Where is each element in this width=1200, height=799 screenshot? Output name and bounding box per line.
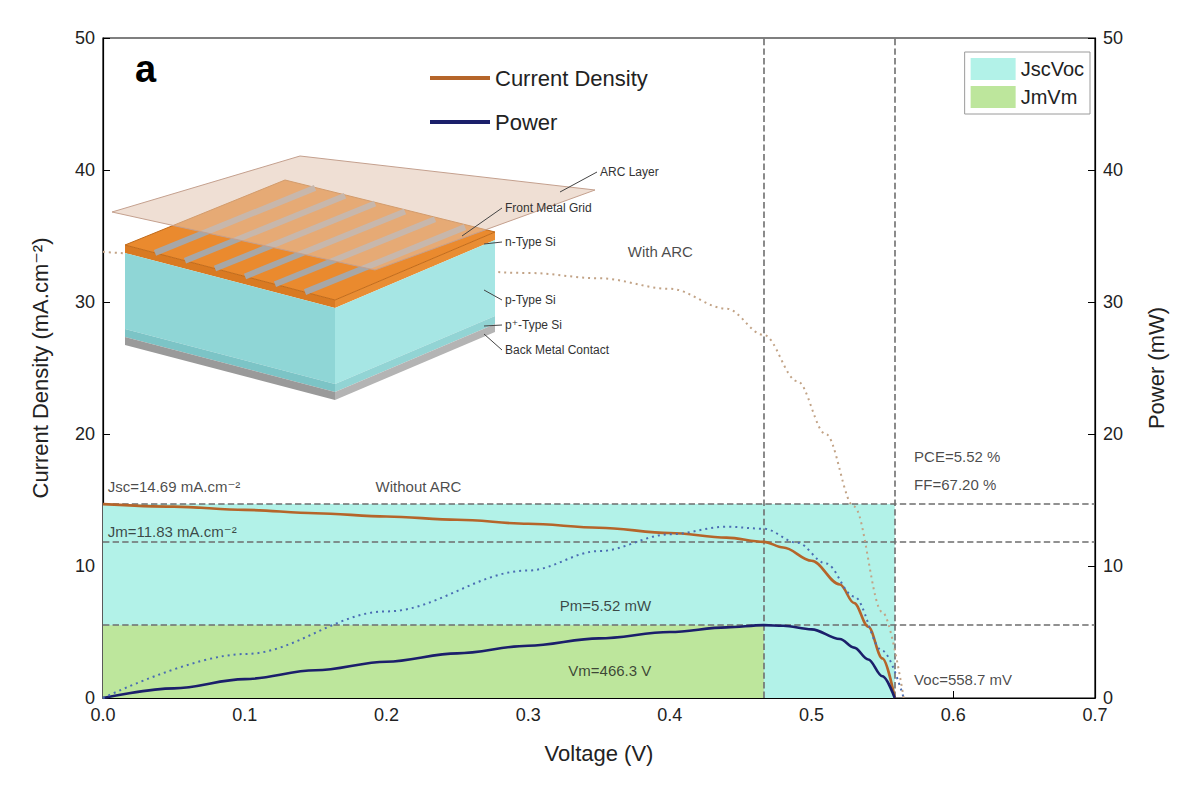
svg-text:20: 20 <box>1103 424 1123 444</box>
svg-text:FF=67.20 %: FF=67.20 % <box>914 476 996 493</box>
svg-text:Jsc=14.69 mA.cm⁻²: Jsc=14.69 mA.cm⁻² <box>108 478 241 495</box>
svg-text:Front Metal Grid: Front Metal Grid <box>505 201 592 215</box>
svg-text:0: 0 <box>1103 688 1113 708</box>
svg-text:30: 30 <box>1103 292 1123 312</box>
svg-text:40: 40 <box>75 160 95 180</box>
svg-text:50: 50 <box>75 28 95 48</box>
svg-text:With ARC: With ARC <box>628 243 693 260</box>
svg-text:ARC Layer: ARC Layer <box>600 165 659 179</box>
svg-text:Voltage (V): Voltage (V) <box>545 741 654 766</box>
svg-text:20: 20 <box>75 424 95 444</box>
svg-text:0.2: 0.2 <box>374 705 399 725</box>
svg-text:Back Metal Contact: Back Metal Contact <box>505 343 610 357</box>
svg-text:JscVoc: JscVoc <box>1021 58 1084 80</box>
svg-text:0.3: 0.3 <box>516 705 541 725</box>
svg-text:Jm=11.83 mA.cm⁻²: Jm=11.83 mA.cm⁻² <box>108 523 237 540</box>
svg-text:JmVm: JmVm <box>1021 86 1078 108</box>
svg-text:Power: Power <box>495 110 557 135</box>
svg-text:Current Density: Current Density <box>495 66 648 91</box>
svg-text:30: 30 <box>75 292 95 312</box>
svg-text:10: 10 <box>1103 556 1123 576</box>
svg-text:a: a <box>135 48 157 90</box>
svg-text:n-Type Si: n-Type Si <box>505 235 556 249</box>
svg-text:PCE=5.52 %: PCE=5.52 % <box>914 448 1000 465</box>
svg-text:Voc=558.7 mV: Voc=558.7 mV <box>914 671 1012 688</box>
svg-text:p⁺-Type Si: p⁺-Type Si <box>505 318 562 332</box>
svg-text:0: 0 <box>85 688 95 708</box>
svg-text:Power (mW): Power (mW) <box>1144 307 1169 429</box>
svg-text:Current Density (mA.cm⁻²): Current Density (mA.cm⁻²) <box>28 238 53 499</box>
svg-text:10: 10 <box>75 556 95 576</box>
svg-text:Vm=466.3 V: Vm=466.3 V <box>568 662 651 679</box>
svg-text:0.1: 0.1 <box>232 705 257 725</box>
svg-text:0.5: 0.5 <box>799 705 824 725</box>
svg-text:0.4: 0.4 <box>657 705 682 725</box>
svg-text:40: 40 <box>1103 160 1123 180</box>
svg-text:0.6: 0.6 <box>941 705 966 725</box>
svg-text:50: 50 <box>1103 28 1123 48</box>
svg-text:0.7: 0.7 <box>1082 705 1107 725</box>
svg-text:0.0: 0.0 <box>90 705 115 725</box>
svg-text:Pm=5.52 mW: Pm=5.52 mW <box>560 597 652 614</box>
svg-text:Without ARC: Without ARC <box>376 478 462 495</box>
svg-text:p-Type Si: p-Type Si <box>505 293 556 307</box>
